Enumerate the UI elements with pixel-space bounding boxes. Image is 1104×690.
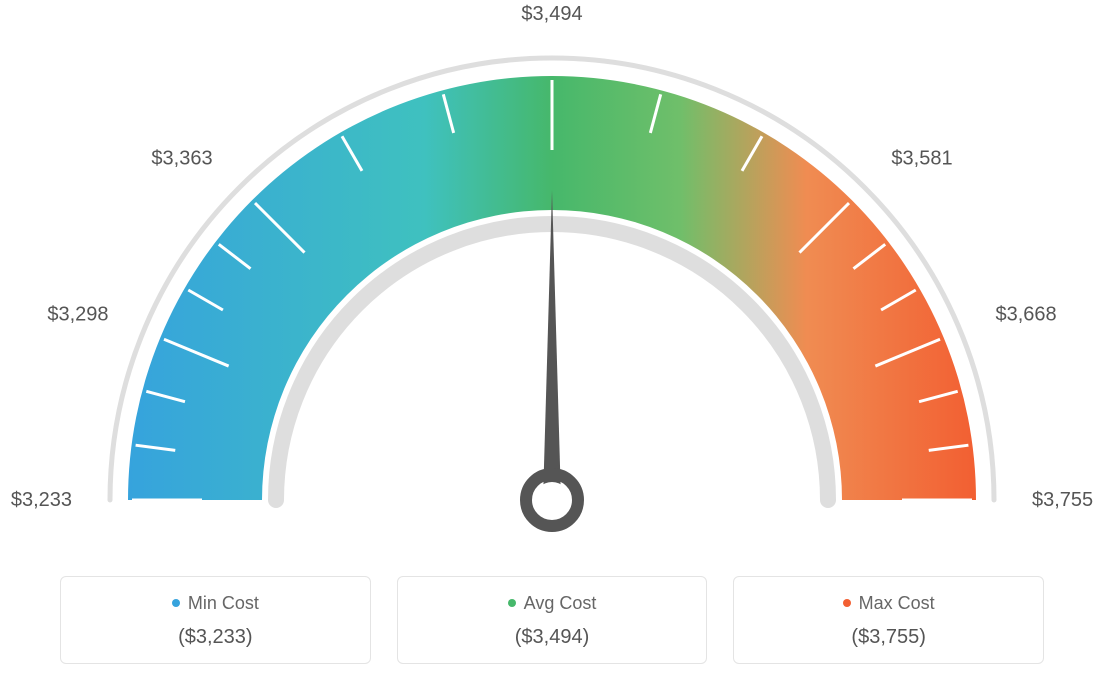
min-cost-title: Min Cost	[71, 593, 360, 614]
avg-cost-title-text: Avg Cost	[524, 593, 597, 613]
max-dot-icon	[843, 599, 851, 607]
svg-text:$3,755: $3,755	[1032, 489, 1093, 511]
svg-text:$3,363: $3,363	[151, 148, 212, 170]
svg-text:$3,494: $3,494	[521, 3, 582, 25]
max-cost-title-text: Max Cost	[859, 593, 935, 613]
avg-cost-card: Avg Cost ($3,494)	[397, 576, 708, 664]
avg-cost-value: ($3,494)	[408, 626, 697, 649]
min-cost-title-text: Min Cost	[188, 593, 259, 613]
avg-dot-icon	[508, 599, 516, 607]
max-cost-title: Max Cost	[744, 593, 1033, 614]
max-cost-card: Max Cost ($3,755)	[733, 576, 1044, 664]
svg-text:$3,233: $3,233	[11, 489, 72, 511]
svg-text:$3,298: $3,298	[47, 303, 108, 325]
svg-text:$3,668: $3,668	[995, 303, 1056, 325]
svg-text:$3,581: $3,581	[891, 148, 952, 170]
gauge: $3,233 $3,298 $3,363 $3,494 $3,581 $3,668 $3,7…	[0, 0, 1104, 560]
summary-cards: Min Cost ($3,233) Avg Cost ($3,494) Max …	[60, 576, 1044, 664]
min-cost-value: ($3,233)	[71, 626, 360, 649]
avg-cost-title: Avg Cost	[408, 593, 697, 614]
min-dot-icon	[172, 599, 180, 607]
min-cost-card: Min Cost ($3,233)	[60, 576, 371, 664]
gauge-chart-container: $3,233 $3,298 $3,363 $3,494 $3,581 $3,668 $3,7…	[0, 0, 1104, 690]
max-cost-value: ($3,755)	[744, 626, 1033, 649]
